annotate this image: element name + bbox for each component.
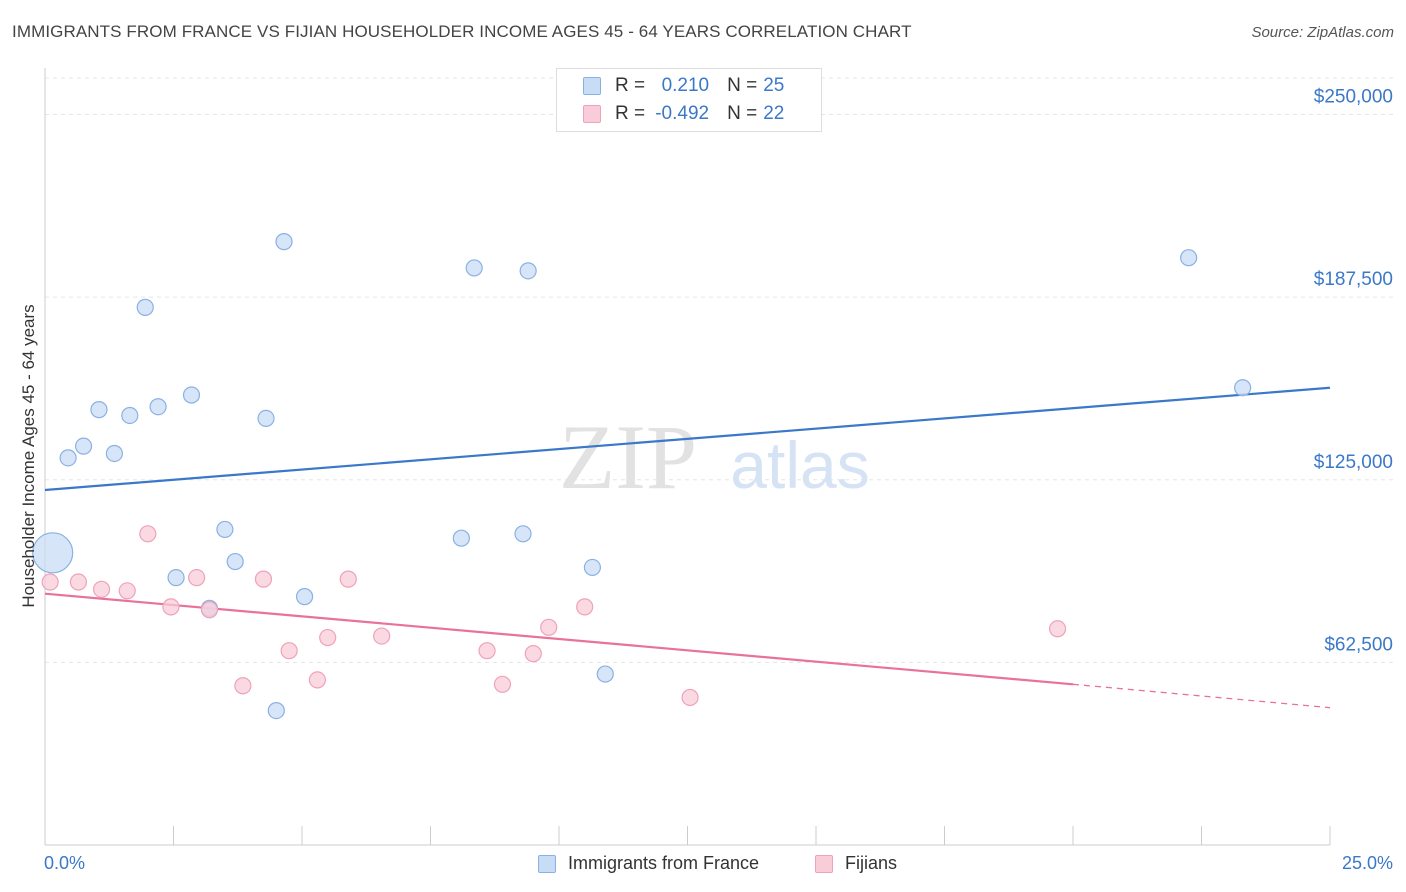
fijians-point xyxy=(200,601,219,619)
r-label: R = xyxy=(615,103,646,124)
france-point xyxy=(514,525,532,543)
r-label: R = xyxy=(615,75,646,96)
france-point xyxy=(74,437,93,455)
n-value: 25 xyxy=(763,75,785,96)
y-tick-label: $187,500 xyxy=(1314,269,1393,290)
stats-row-fijians: R = -0.492 N = 22 xyxy=(583,102,784,126)
france-point xyxy=(59,449,77,467)
france-point xyxy=(90,401,108,419)
source-note: Source: ZipAtlas.com xyxy=(1251,24,1394,41)
fijians-point xyxy=(92,580,111,598)
n-value: 22 xyxy=(763,103,785,124)
fijians-point xyxy=(319,628,337,647)
france-point xyxy=(1180,249,1198,267)
france-point xyxy=(216,520,234,539)
france-point xyxy=(267,701,285,720)
france-point xyxy=(121,406,139,425)
fijians-point xyxy=(1048,620,1067,638)
france-point xyxy=(136,298,154,316)
fijians-point xyxy=(139,525,157,543)
fijians-point xyxy=(188,569,206,587)
fijians-point xyxy=(681,688,699,707)
legend-label: Fijians xyxy=(845,853,898,873)
r-value: -0.492 xyxy=(655,103,710,124)
series-legend: Immigrants from France Fijians xyxy=(0,853,1406,877)
fijians-point xyxy=(540,618,558,636)
france-point xyxy=(583,558,602,577)
fijians-point xyxy=(118,582,136,600)
gridlines xyxy=(45,77,1395,663)
fijians-point xyxy=(69,573,88,591)
fijians-point xyxy=(254,570,273,588)
fijians-point xyxy=(373,627,391,645)
france-point xyxy=(519,262,537,280)
fijians-swatch xyxy=(583,105,601,123)
fijians-trend-line xyxy=(44,592,1074,686)
fijians-trend-extension xyxy=(1072,683,1331,709)
y-tick-label: $250,000 xyxy=(1314,87,1393,108)
stats-legend: R = 0.210 N = 25 R = -0.492 N = 22 xyxy=(556,68,822,132)
france-point xyxy=(275,233,293,251)
france-swatch xyxy=(583,77,601,95)
r-value: 0.210 xyxy=(661,75,710,96)
n-label: N = xyxy=(727,103,758,124)
tick-labels: $62,500 $125,000 $187,500 $250,000 0.0% 25.0% xyxy=(44,87,1393,873)
france-point xyxy=(32,532,74,574)
watermark-atlas: atlas xyxy=(730,428,869,502)
france-trend-line xyxy=(44,386,1331,492)
fijians-swatch xyxy=(815,854,833,873)
fijians-point xyxy=(308,671,327,689)
stats-row-france: R = 0.210 N = 25 xyxy=(583,74,784,98)
watermark: ZIP atlas xyxy=(559,406,870,508)
france-point xyxy=(105,444,123,463)
france-point xyxy=(295,588,314,606)
legend-label: Immigrants from France xyxy=(568,853,760,873)
fijians-point xyxy=(478,642,496,660)
france-point xyxy=(257,409,275,428)
france-swatch xyxy=(538,854,556,873)
france-point xyxy=(226,552,244,571)
x-tick-label: 25.0% xyxy=(1342,853,1393,873)
n-label: N = xyxy=(727,75,758,96)
fijians-point xyxy=(234,677,252,695)
y-axis-label: Householder Income Ages 45 - 64 years xyxy=(19,304,38,608)
fijians-point xyxy=(524,645,542,663)
france-point xyxy=(182,386,201,404)
france-point xyxy=(465,259,483,277)
fijians-point xyxy=(41,573,59,591)
y-tick-label: $125,000 xyxy=(1314,452,1393,473)
fijians-point xyxy=(280,642,298,660)
france-point xyxy=(1234,379,1252,397)
watermark-zip: ZIP xyxy=(559,406,697,508)
data-points xyxy=(32,233,1252,720)
france-point xyxy=(149,398,167,416)
fijians-point xyxy=(576,598,594,616)
fijians-point xyxy=(162,598,180,616)
france-point xyxy=(167,569,185,587)
fijians-point xyxy=(339,570,357,588)
x-tick-label: 0.0% xyxy=(44,853,85,873)
legend-item-fijians[interactable]: Fijians xyxy=(815,853,897,874)
y-tick-label: $62,500 xyxy=(1324,634,1393,655)
france-point xyxy=(452,529,470,547)
axes xyxy=(44,68,1331,846)
fijians-point xyxy=(493,675,512,693)
legend-item-france[interactable]: Immigrants from France xyxy=(538,853,759,874)
france-point xyxy=(596,665,614,683)
chart-title: IMMIGRANTS FROM FRANCE VS FIJIAN HOUSEHO… xyxy=(12,22,912,41)
